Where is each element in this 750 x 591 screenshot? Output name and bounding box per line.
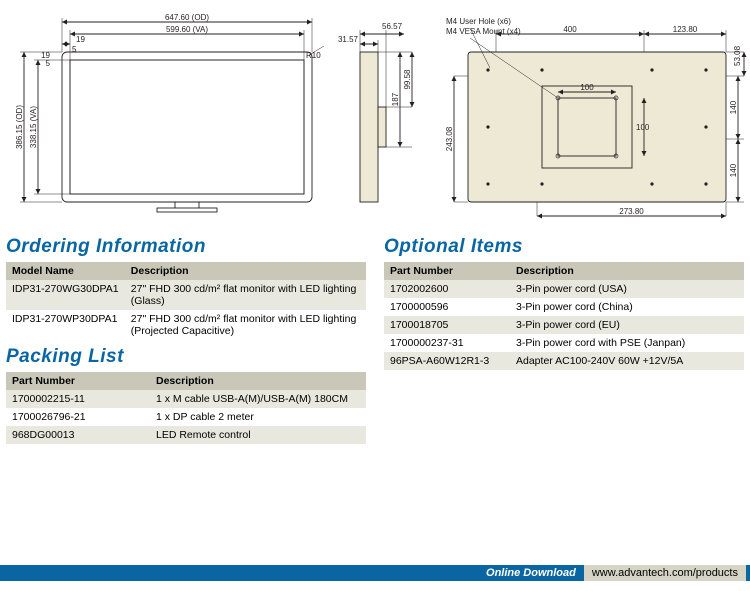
svg-text:338.15 (VA): 338.15 (VA) xyxy=(29,106,38,148)
svg-text:140: 140 xyxy=(729,100,738,114)
svg-text:31.57: 31.57 xyxy=(338,35,359,44)
ordering-heading: Ordering Information xyxy=(6,236,366,258)
right-column: Optional Items Part NumberDescription170… xyxy=(384,230,744,444)
svg-text:599.60 (VA): 599.60 (VA) xyxy=(166,25,208,34)
col-header: Part Number xyxy=(384,262,510,280)
table-row: 17020026003-Pin power cord (USA) xyxy=(384,280,744,298)
footer-download-label: Online Download xyxy=(478,565,584,581)
svg-text:M4 User Hole (x6): M4 User Hole (x6) xyxy=(446,17,511,26)
svg-text:400: 400 xyxy=(563,25,577,34)
table-row: 1700002215-111 x M cable USB-A(M)/USB-A(… xyxy=(6,390,366,408)
svg-text:100: 100 xyxy=(580,83,594,92)
table-row: 17000187053-Pin power cord (EU) xyxy=(384,316,744,334)
svg-text:5: 5 xyxy=(72,45,77,54)
col-header: Model Name xyxy=(6,262,125,280)
svg-text:99.58: 99.58 xyxy=(403,69,412,90)
svg-text:100: 100 xyxy=(636,123,650,132)
col-header: Description xyxy=(510,262,744,280)
table-row: 96PSA-A60W12R1-3Adapter AC100-240V 60W +… xyxy=(384,352,744,370)
table-row: 1700026796-211 x DP cable 2 meter xyxy=(6,408,366,426)
svg-text:123.80: 123.80 xyxy=(673,25,698,34)
svg-text:19: 19 xyxy=(76,35,85,44)
col-header: Part Number xyxy=(6,372,150,390)
packing-heading: Packing List xyxy=(6,346,366,368)
svg-text:647.60 (OD): 647.60 (OD) xyxy=(165,13,209,22)
footer-accent-bar xyxy=(0,565,478,581)
left-column: Ordering Information Model NameDescripti… xyxy=(6,230,366,444)
table-row: 968DG00013LED Remote control xyxy=(6,426,366,444)
content-columns: Ordering Information Model NameDescripti… xyxy=(0,230,750,444)
optional-heading: Optional Items xyxy=(384,236,744,258)
table-row: 1700000237-313-Pin power cord with PSE (… xyxy=(384,334,744,352)
svg-text:M4 VESA Mount (x4): M4 VESA Mount (x4) xyxy=(446,27,521,36)
col-header: Description xyxy=(125,262,366,280)
svg-text:56.57: 56.57 xyxy=(382,22,403,31)
svg-text:386.15 (OD): 386.15 (OD) xyxy=(15,105,24,149)
table-row: IDP31-270WP30DPA127" FHD 300 cd/m² flat … xyxy=(6,310,366,340)
svg-text:140: 140 xyxy=(729,163,738,177)
svg-text:243.08: 243.08 xyxy=(445,126,454,151)
technical-drawings: 647.60 (OD)599.60 (VA)195386.15 (OD)338.… xyxy=(0,0,750,230)
packing-table: Part NumberDescription1700002215-111 x M… xyxy=(6,372,366,444)
svg-text:187: 187 xyxy=(391,92,400,106)
col-header: Description xyxy=(150,372,366,390)
svg-text:53.08: 53.08 xyxy=(733,45,742,66)
footer-bar: Online Download www.advantech.com/produc… xyxy=(0,565,750,581)
ordering-table: Model NameDescriptionIDP31-270WG30DPA127… xyxy=(6,262,366,340)
table-row: IDP31-270WG30DPA127" FHD 300 cd/m² flat … xyxy=(6,280,366,310)
footer-download-url[interactable]: www.advantech.com/products xyxy=(584,565,750,581)
svg-text:273.80: 273.80 xyxy=(619,207,644,216)
table-row: 17000005963-Pin power cord (China) xyxy=(384,298,744,316)
svg-text:5: 5 xyxy=(46,59,51,68)
optional-table: Part NumberDescription17020026003-Pin po… xyxy=(384,262,744,370)
